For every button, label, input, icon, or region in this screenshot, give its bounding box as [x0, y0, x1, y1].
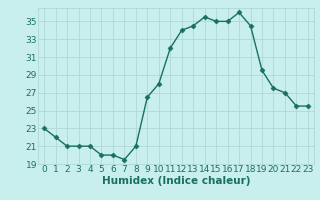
X-axis label: Humidex (Indice chaleur): Humidex (Indice chaleur) [102, 176, 250, 186]
